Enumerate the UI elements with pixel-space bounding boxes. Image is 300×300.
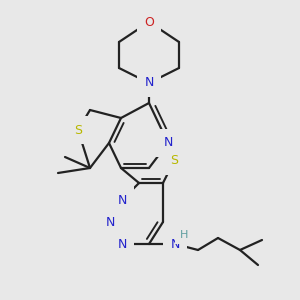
Text: S: S bbox=[74, 124, 82, 136]
Text: H: H bbox=[180, 230, 188, 240]
Text: O: O bbox=[144, 16, 154, 28]
Text: N: N bbox=[117, 194, 127, 206]
Text: N: N bbox=[170, 238, 180, 250]
Text: S: S bbox=[170, 154, 178, 167]
Text: N: N bbox=[144, 76, 154, 89]
Text: N: N bbox=[117, 238, 127, 250]
Text: N: N bbox=[105, 215, 115, 229]
Text: N: N bbox=[163, 136, 173, 149]
